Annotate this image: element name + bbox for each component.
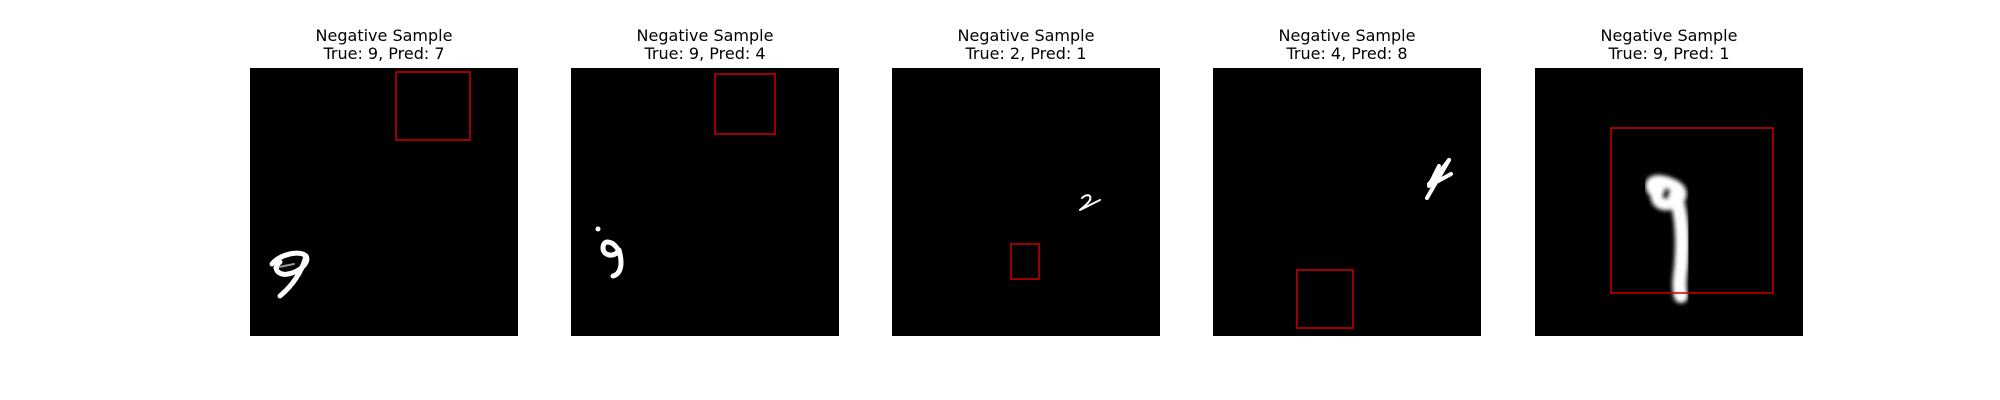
panel-title-line: Negative Sample (1600, 26, 1738, 45)
detection-box (714, 73, 776, 135)
sample-image (571, 68, 839, 336)
panel-title: Negative Sample True: 9, Pred: 1 (1535, 27, 1803, 63)
sample-panel-2: Negative Sample True: 9, Pred: 4 (571, 0, 839, 400)
sample-panel-5: Negative Sample True: 9, Pred: 1 (1535, 0, 1803, 400)
sample-image-canvas (1010, 194, 1101, 280)
sample-panel-4: Negative Sample True: 4, Pred: 8 (1213, 0, 1481, 400)
panel-subtitle-line: True: 4, Pred: 8 (1286, 44, 1408, 63)
panel-subtitle-line: True: 9, Pred: 7 (323, 44, 445, 63)
panel-title: Negative Sample True: 4, Pred: 8 (1213, 27, 1481, 63)
handwritten-digit (1079, 194, 1101, 211)
handwritten-digit (1645, 175, 1690, 303)
detection-box (1296, 269, 1354, 329)
panel-title: Negative Sample True: 9, Pred: 4 (571, 27, 839, 63)
detection-box (1610, 127, 1774, 294)
panel-title-line: Negative Sample (957, 26, 1095, 45)
sample-image-canvas (1296, 158, 1453, 329)
panel-title-line: Negative Sample (636, 26, 774, 45)
detection-box (1010, 243, 1040, 280)
detection-box (395, 71, 471, 141)
sample-image (250, 68, 518, 336)
sample-panel-3: Negative Sample True: 2, Pred: 1 (892, 0, 1160, 400)
panel-subtitle-line: True: 9, Pred: 1 (1608, 44, 1730, 63)
sample-image (1535, 68, 1803, 336)
handwritten-digit (269, 250, 310, 299)
panel-subtitle-line: True: 9, Pred: 4 (644, 44, 766, 63)
sample-image-canvas (269, 71, 471, 299)
handwritten-digit (1425, 158, 1453, 200)
handwritten-digit (595, 226, 624, 279)
sample-image-canvas (595, 73, 776, 279)
sample-panel-1: Negative Sample True: 9, Pred: 7 (250, 0, 518, 400)
sample-image (892, 68, 1160, 336)
sample-image (1213, 68, 1481, 336)
panel-title-line: Negative Sample (1278, 26, 1416, 45)
sample-image-canvas (1610, 127, 1774, 303)
panel-title: Negative Sample True: 9, Pred: 7 (250, 27, 518, 63)
panel-subtitle-line: True: 2, Pred: 1 (965, 44, 1087, 63)
panel-title-line: Negative Sample (315, 26, 453, 45)
panel-title: Negative Sample True: 2, Pred: 1 (892, 27, 1160, 63)
